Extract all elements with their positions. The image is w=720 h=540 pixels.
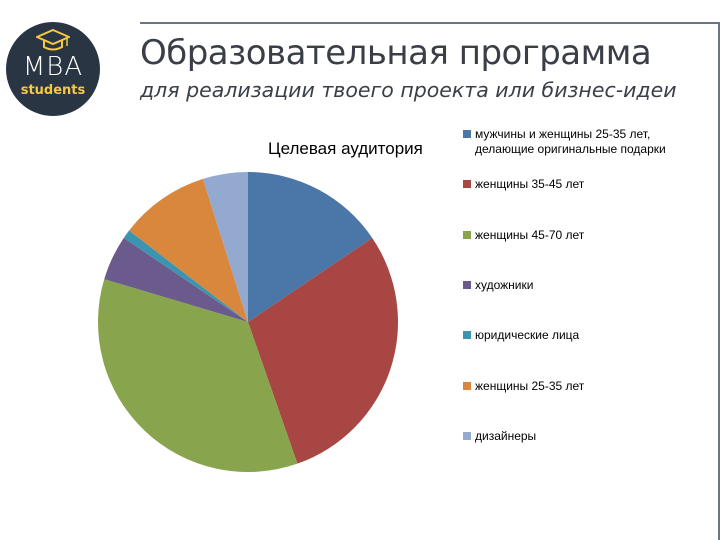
pie-slice [129,178,248,322]
pie-slice [104,237,248,322]
legend-swatch [463,130,471,138]
legend-swatch [463,281,471,289]
header-rule-right [718,22,720,540]
legend-label: женщины 45-70 лет [475,228,585,242]
legend-swatch [463,331,471,339]
pie-slice [248,237,399,464]
legend-swatch [463,432,471,440]
legend-swatch [463,180,471,188]
page-title: Образовательная программа [140,33,652,73]
page-subtitle: для реализации твоего проекта или бизнес… [140,78,677,102]
logo-text: MBA [22,52,84,82]
legend-label: дизайнеры [475,429,537,443]
legend-label: женщины 35-45 лет [475,177,585,191]
legend-label: мужчины и женщины 25-35 лет, делающие ор… [475,127,666,156]
graduation-cap-icon [36,28,70,51]
pie-slice [248,172,373,322]
chart-title: Целевая аудитория [268,139,423,158]
legend-swatch [463,231,471,239]
pie-slice [97,279,298,473]
legend-label: юридические лица [475,328,580,342]
header-rule-top [140,22,720,24]
pie-chart [97,172,399,473]
mba-students-logo: MBA students [6,22,100,116]
legend-swatch [463,382,471,390]
legend-label: художники [475,278,534,292]
pie-slice [202,172,248,322]
legend-label: женщины 25-35 лет [475,379,585,393]
logo-subtext: students [20,83,86,98]
pie-slice [123,230,248,322]
